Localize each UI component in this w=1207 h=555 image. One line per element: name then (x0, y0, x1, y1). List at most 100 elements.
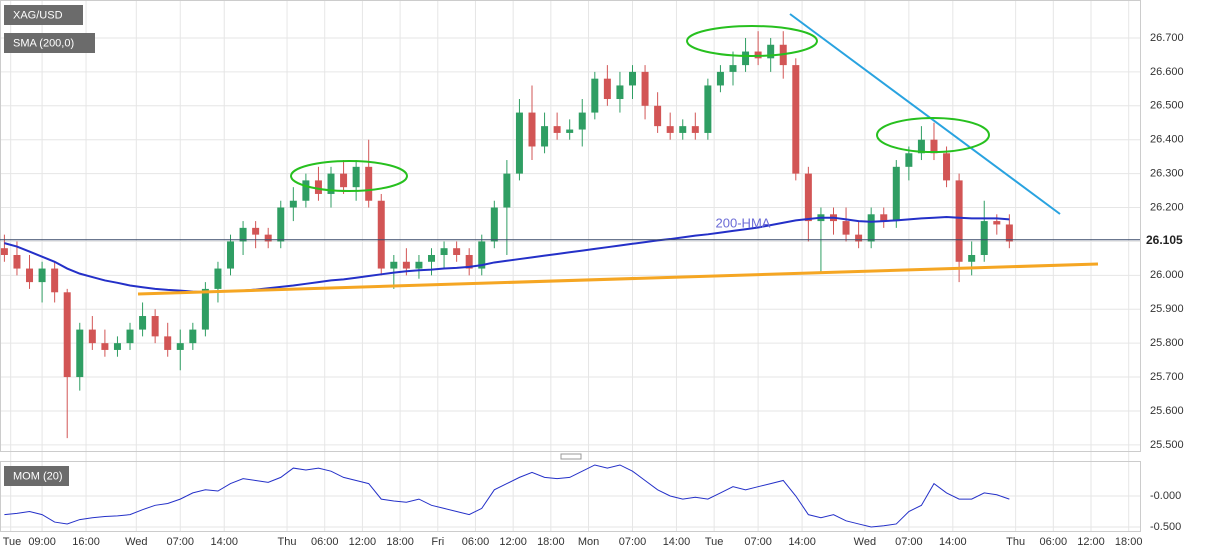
candle-body (716, 71, 724, 86)
candle-body (277, 207, 285, 242)
candle-body (553, 126, 561, 133)
y-tick-label: 26.400 (1150, 134, 1184, 146)
candle-body (113, 343, 121, 350)
highlight-ellipse (686, 25, 818, 57)
y-tick-label: -0.500 (1150, 521, 1181, 533)
candle-body (38, 268, 46, 283)
candle-body (528, 112, 536, 147)
candle-body (365, 166, 373, 201)
candle-body (164, 336, 172, 350)
candle-body (704, 85, 712, 133)
legend-text: SMA (200,0) (13, 37, 74, 49)
candle-body (968, 254, 976, 262)
candle-body (679, 126, 687, 133)
candle-body (189, 329, 197, 344)
grid (0, 0, 1140, 532)
candle-body (591, 78, 599, 113)
sma-line (4, 216, 1010, 294)
x-tick-label: 12:00 (349, 536, 377, 548)
legend-text: MOM (20) (13, 470, 63, 482)
candle-body (402, 261, 410, 269)
x-tick-label: Tue (705, 536, 724, 548)
candle-body (980, 221, 988, 255)
x-tick-label: Thu (1006, 536, 1025, 548)
y-tick-label: 25.700 (1150, 371, 1184, 383)
candle-body (792, 65, 800, 174)
candle-body (239, 227, 247, 242)
legend: XAG/USD SMA (200,0) MOM (20) (4, 5, 95, 486)
candle-body (993, 221, 1001, 225)
candle-body (101, 343, 109, 350)
x-tick-label: Fri (431, 536, 444, 548)
candle-body (892, 166, 900, 222)
candle-body (453, 248, 461, 255)
x-tick-label: 18:00 (1115, 536, 1143, 548)
main-frame (0, 0, 1141, 452)
x-tick-label: 07:00 (619, 536, 647, 548)
highlight-ellipse (876, 117, 990, 153)
x-tick-label: 06:00 (311, 536, 339, 548)
x-tick-label: Wed (125, 536, 147, 548)
resistance-line (789, 13, 1061, 215)
x-tick-label: 06:00 (1040, 536, 1068, 548)
candle-body (428, 254, 436, 262)
candle-body (867, 214, 875, 242)
candle-body (289, 200, 297, 208)
candle-body (943, 153, 951, 181)
candle-body (390, 261, 398, 269)
candle-body (352, 166, 360, 188)
y-tick-label: 26.500 (1150, 100, 1184, 112)
candle-body (628, 71, 636, 86)
candle-body (578, 112, 586, 130)
x-tick-label: Mon (578, 536, 599, 548)
candle-body (0, 248, 8, 255)
last-price-label: 26.105 (1146, 233, 1183, 247)
candle-body (729, 65, 737, 72)
candle-body (767, 44, 775, 59)
legend-box (4, 33, 95, 53)
mom-frame (0, 461, 1141, 532)
x-tick-label: 07:00 (744, 536, 772, 548)
annotation: 200-HMA (716, 215, 771, 230)
candle-body (930, 139, 938, 154)
candle-body (804, 173, 812, 222)
x-tick-label: 18:00 (537, 536, 565, 548)
x-tick-label: 09:00 (28, 536, 56, 548)
candle-body (842, 221, 850, 235)
candle-body (917, 139, 925, 154)
y-tick-label: 26.700 (1150, 32, 1184, 44)
x-tick-label: 07:00 (166, 536, 194, 548)
candle-body (666, 126, 674, 133)
y-tick-label: 25.900 (1150, 303, 1184, 315)
plot (0, 31, 1140, 528)
y-tick-label: 26.200 (1150, 201, 1184, 213)
candle-body (880, 214, 888, 222)
candle-body (302, 180, 310, 201)
x-tick-label: Tue (3, 536, 22, 548)
x-tick-label: 06:00 (462, 536, 490, 548)
candle-body (252, 227, 260, 235)
candle-body (742, 51, 750, 66)
candle-body (955, 180, 963, 262)
candle-body (13, 254, 21, 269)
x-tick-label: 07:00 (895, 536, 923, 548)
x-tick-label: 12:00 (499, 536, 527, 548)
candle-body (139, 316, 147, 330)
candle-body (641, 71, 649, 106)
y-tick-label: 26.600 (1150, 66, 1184, 78)
candle-body (490, 207, 498, 242)
candle-body (541, 126, 549, 147)
candle-body (616, 85, 624, 100)
candle-body (227, 241, 235, 269)
candle-body (654, 105, 662, 127)
candle-body (503, 173, 511, 208)
candle-body (151, 316, 159, 337)
candle-body (314, 180, 322, 194)
y-tick-label: -0.000 (1150, 490, 1181, 502)
candle-body (1005, 224, 1013, 242)
candle-body (264, 234, 272, 242)
x-tick-label: 18:00 (386, 536, 414, 548)
candle-body (478, 241, 486, 269)
candle-body (201, 288, 209, 330)
